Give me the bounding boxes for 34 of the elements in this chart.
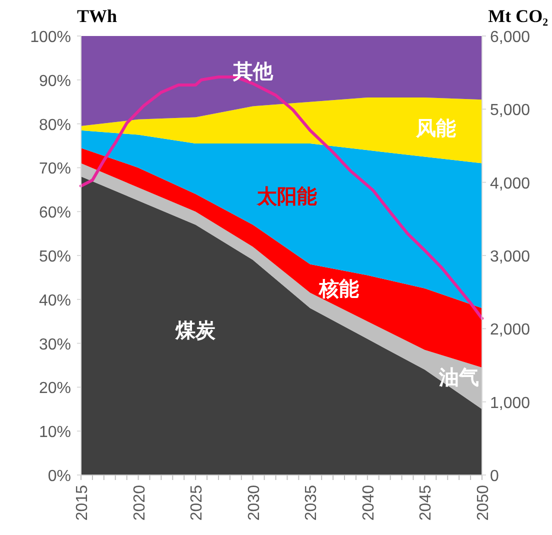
x-tick-label: 2040 bbox=[360, 484, 378, 521]
series-label: 油气 bbox=[438, 366, 480, 389]
y-tick-label: 10% bbox=[38, 424, 71, 442]
y2-axis-title: Mt CO₂ bbox=[488, 6, 548, 26]
y2-tick-label: 1,000 bbox=[490, 394, 530, 412]
y2-tick-label: 4,000 bbox=[490, 175, 530, 192]
y-tick-label: 20% bbox=[38, 380, 71, 398]
x-tick-label: 2020 bbox=[131, 484, 148, 521]
y-tick-label: 70% bbox=[38, 160, 71, 178]
y-tick-label: 80% bbox=[38, 116, 71, 134]
x-tick-label: 2050 bbox=[475, 484, 492, 521]
y2-tick-label: 2,000 bbox=[490, 322, 530, 339]
y2-tick-label: 3,000 bbox=[490, 248, 530, 266]
y-axis-title: TWh bbox=[77, 6, 118, 26]
series-label: 太阳能 bbox=[256, 185, 318, 208]
x-tick-label: 2035 bbox=[303, 484, 320, 521]
y-tick-label: 60% bbox=[38, 204, 71, 222]
x-tick-label: 2025 bbox=[188, 484, 206, 521]
y2-tick-label: 0 bbox=[490, 468, 499, 485]
y2-tick-label: 5,000 bbox=[490, 102, 530, 120]
y-tick-label: 30% bbox=[38, 336, 71, 354]
y-tick-label: 100% bbox=[30, 29, 71, 46]
series-label: 其他 bbox=[232, 61, 274, 84]
series-label: 煤炭 bbox=[174, 320, 217, 342]
y-tick-label: 40% bbox=[38, 292, 71, 310]
x-tick-label: 2045 bbox=[418, 484, 435, 521]
series-label: 风能 bbox=[415, 116, 456, 140]
y-tick-label: 50% bbox=[38, 248, 71, 266]
series-label: 核能 bbox=[318, 277, 359, 300]
x-tick-label: 2015 bbox=[74, 484, 91, 521]
x-tick-label: 2030 bbox=[246, 484, 263, 521]
y-tick-label: 90% bbox=[38, 72, 71, 90]
y-tick-label: 0% bbox=[48, 468, 71, 485]
y2-tick-label: 6,000 bbox=[490, 29, 530, 46]
